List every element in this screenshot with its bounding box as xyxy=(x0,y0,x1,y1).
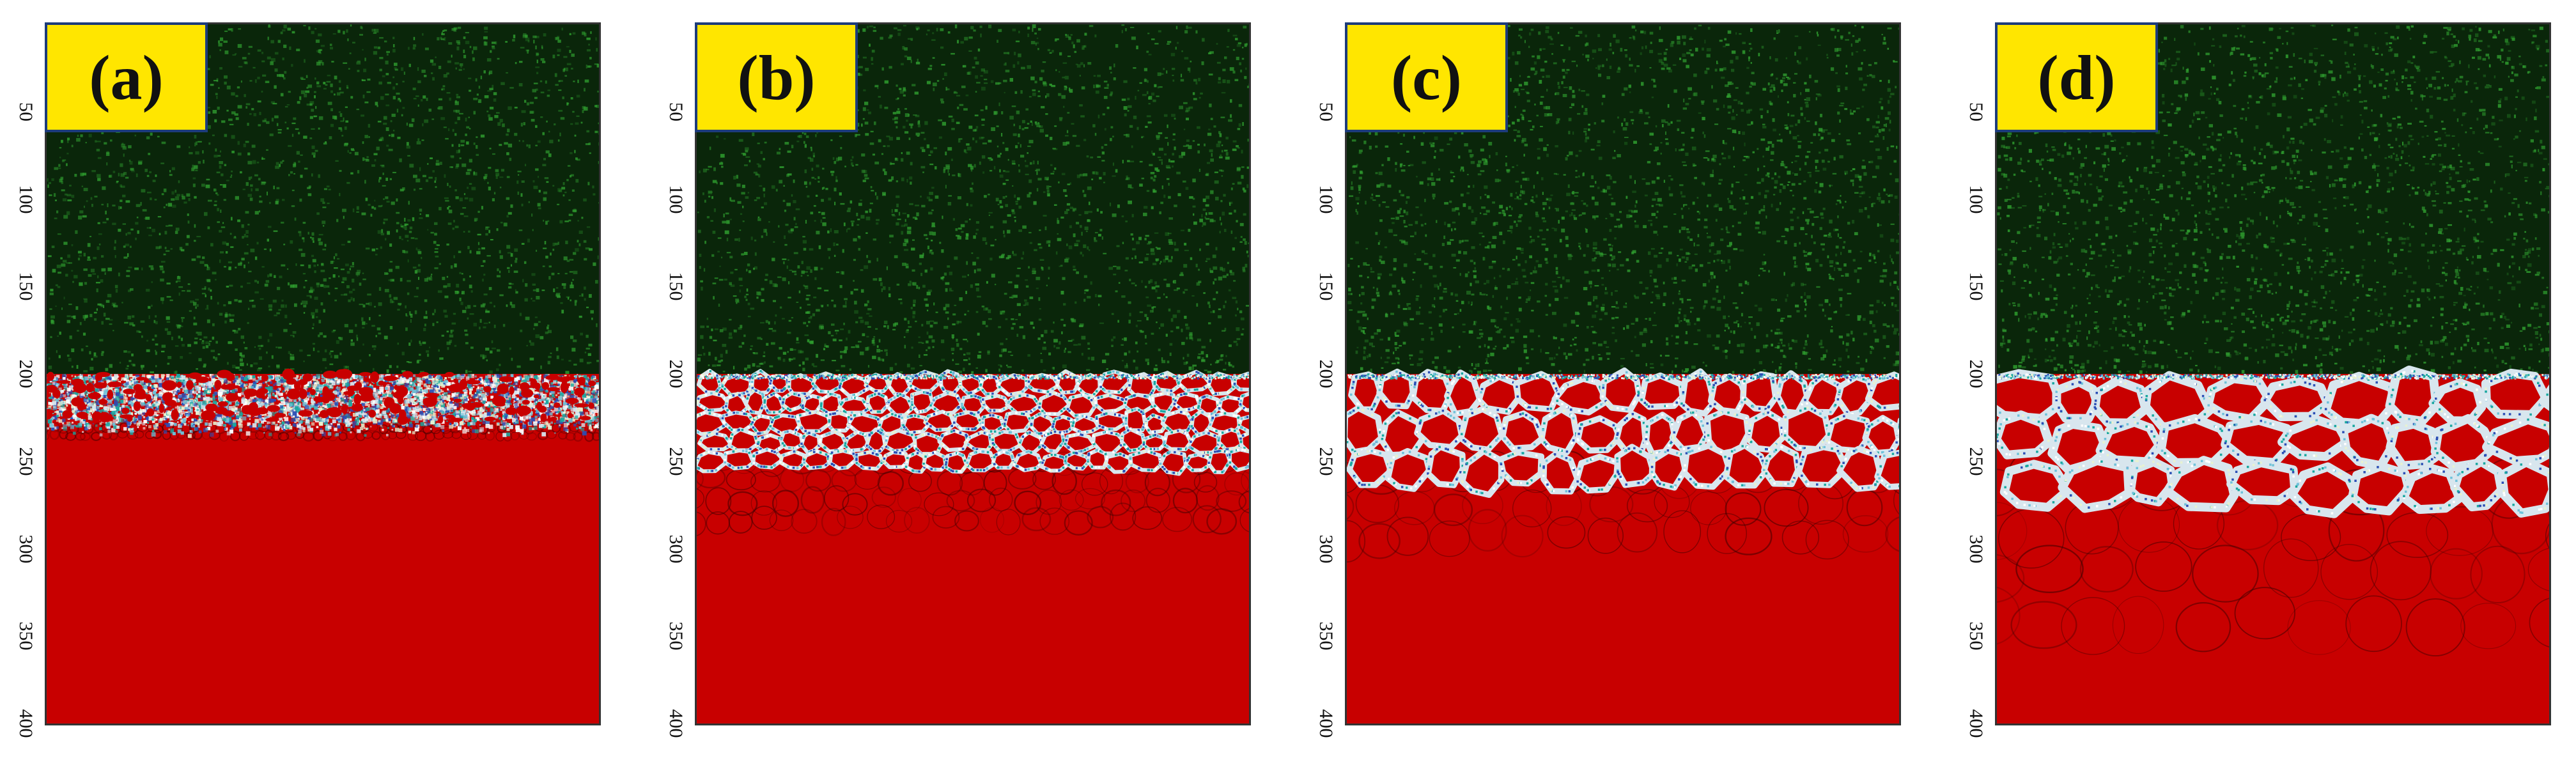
y-tick-label: 350 xyxy=(1313,617,1338,655)
panel-a: 50 100 150 200 250 300 350 400 (a) xyxy=(0,0,614,774)
y-tick-label: 350 xyxy=(663,617,688,655)
y-tick-label: 300 xyxy=(1963,530,1989,568)
panel-label: (d) xyxy=(1995,22,2158,132)
y-tick-label: 150 xyxy=(13,267,38,306)
y-tick-label: 250 xyxy=(663,442,688,481)
panel-d: 50 100 150 200 250 300 350 400 (d) xyxy=(1950,0,2564,774)
y-tick-label: 300 xyxy=(1313,530,1338,568)
y-tick-label: 150 xyxy=(663,267,688,306)
simulation-field xyxy=(45,22,601,725)
panel-c: 50 100 150 200 250 300 350 400 (c) xyxy=(1300,0,1914,774)
y-tick-label: 400 xyxy=(13,704,38,743)
y-tick-label: 50 xyxy=(663,93,688,131)
y-tick-label: 50 xyxy=(13,93,38,131)
y-axis: 50 100 150 200 250 300 350 400 xyxy=(650,0,695,774)
y-tick-label: 400 xyxy=(1313,704,1338,743)
panel-label: (c) xyxy=(1345,22,1508,132)
y-tick-label: 400 xyxy=(663,704,688,743)
y-tick-label: 200 xyxy=(1963,355,1989,393)
y-tick-label: 400 xyxy=(1963,704,1989,743)
y-tick-label: 350 xyxy=(13,617,38,655)
y-axis: 50 100 150 200 250 300 350 400 xyxy=(0,0,45,774)
y-tick-label: 250 xyxy=(1313,442,1338,481)
y-tick-label: 50 xyxy=(1963,93,1989,131)
grain-boundary-network xyxy=(697,369,1249,476)
y-tick-label: 50 xyxy=(1313,93,1338,131)
y-tick-label: 200 xyxy=(663,355,688,393)
y-axis: 50 100 150 200 250 300 350 400 xyxy=(1950,0,1995,774)
y-tick-label: 100 xyxy=(663,180,688,219)
panel-b: 50 100 150 200 250 300 350 400 (b) xyxy=(650,0,1264,774)
grain-boundary-network xyxy=(1347,367,1899,499)
y-tick-label: 200 xyxy=(13,355,38,393)
y-tick-label: 300 xyxy=(663,530,688,568)
y-tick-label: 250 xyxy=(13,442,38,481)
y-tick-label: 100 xyxy=(1313,180,1338,219)
y-tick-label: 300 xyxy=(13,530,38,568)
y-tick-label: 200 xyxy=(1313,355,1338,393)
y-tick-label: 150 xyxy=(1313,267,1338,306)
grain-boundary-network xyxy=(1997,366,2549,518)
microstructure-svg xyxy=(47,24,599,724)
panel-label: (b) xyxy=(695,22,858,132)
y-tick-label: 100 xyxy=(1963,180,1989,219)
y-axis: 50 100 150 200 250 300 350 400 xyxy=(1300,0,1345,774)
shadow-boundaries xyxy=(697,444,1249,536)
grain-boundary-network xyxy=(47,368,599,438)
y-tick-label: 150 xyxy=(1963,267,1989,306)
y-tick-label: 100 xyxy=(13,180,38,219)
panel-label: (a) xyxy=(45,22,208,132)
y-tick-label: 250 xyxy=(1963,442,1989,481)
y-tick-label: 350 xyxy=(1963,617,1989,655)
